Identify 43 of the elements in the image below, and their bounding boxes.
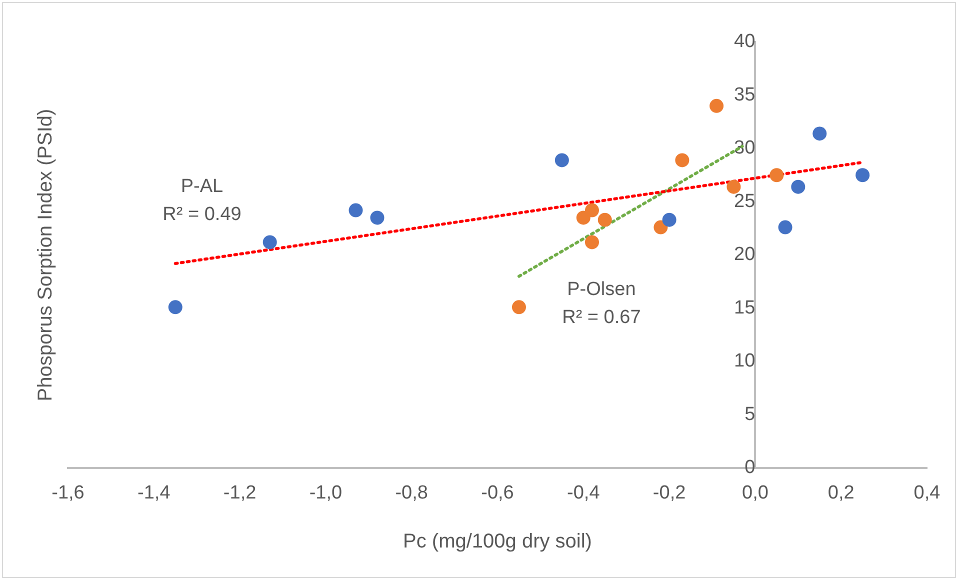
x-tick-label: -0,6 [481, 482, 514, 504]
y-tick-label: 5 [744, 404, 756, 425]
point [598, 212, 612, 227]
point [778, 220, 792, 234]
y-tick-label: 25 [734, 190, 756, 212]
point [856, 168, 870, 182]
x-tick-label: -0,8 [395, 482, 428, 504]
point [554, 153, 569, 168]
point [512, 300, 526, 314]
point [168, 300, 182, 314]
y-tick-label: 40 [734, 31, 756, 52]
y-tick-label: 10 [734, 350, 756, 372]
x-tick-label: 0,0 [742, 482, 768, 504]
point [584, 235, 599, 250]
x-tick-label: 0,2 [828, 482, 854, 504]
x-tick-label: -1,6 [52, 482, 84, 504]
annotation: P-AL R² = 0.49 [162, 176, 242, 226]
point [370, 210, 384, 225]
point [770, 168, 784, 182]
point [662, 212, 676, 227]
y-tick-label: 30 [734, 138, 756, 159]
y-tick-label: 20 [734, 244, 756, 266]
point [812, 126, 827, 141]
point [584, 203, 599, 218]
x-tick-label: -1,4 [138, 482, 171, 504]
point [348, 203, 363, 218]
point [654, 220, 668, 234]
annotation: P-Olsen R² = 0.67 [562, 279, 641, 328]
x-tick-label: -1,2 [223, 482, 256, 504]
y-tick-label: 0 [744, 457, 756, 478]
y-axis-title: Phosporus Sorption Index (PSId) [34, 108, 57, 402]
x-tick-label: -1,0 [309, 482, 342, 504]
x-axis-title: Pc (mg/100g dry soil) [403, 530, 592, 553]
y-tick-label: 15 [734, 297, 756, 318]
point [710, 98, 724, 113]
x-tick-label: -0,4 [567, 482, 600, 504]
y-tick-label: 35 [734, 84, 756, 106]
x-tick-label: 0,4 [914, 482, 941, 504]
x-tick-label: -0,2 [652, 482, 686, 504]
point [726, 180, 741, 194]
point [675, 153, 690, 168]
point [791, 180, 806, 194]
point [262, 235, 277, 250]
